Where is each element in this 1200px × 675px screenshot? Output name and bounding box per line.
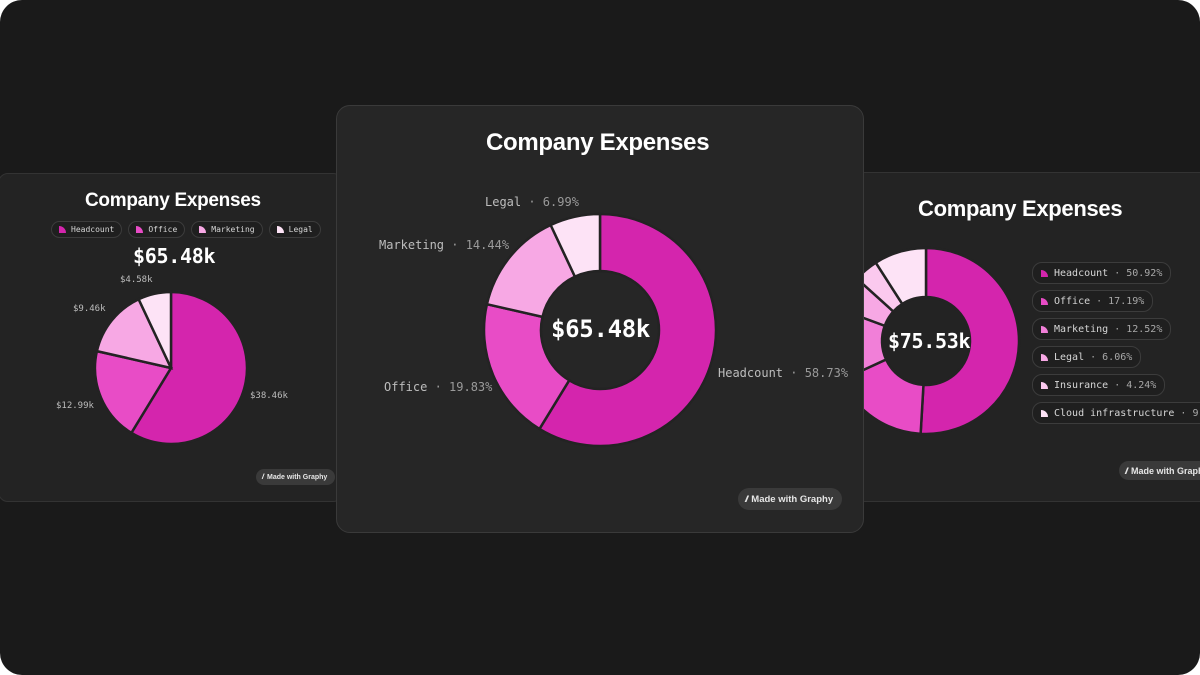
pie-chart-left <box>93 290 249 446</box>
made-with-graphy-badge-right[interactable]: // Made with Graphy <box>1119 461 1200 480</box>
legend-item-legal[interactable]: Legal · 6.06% <box>1032 346 1142 368</box>
made-with-graphy-badge-main[interactable]: // Made with Graphy <box>738 488 843 510</box>
legend-label: Headcount <box>1054 267 1109 279</box>
total-label-right: $75.53k <box>888 329 971 353</box>
legend-item-headcount[interactable]: Headcount · 50.92% <box>1032 262 1172 284</box>
main-slice-headcount[interactable] <box>537 212 718 448</box>
legend-value: · 17.19% <box>1096 295 1145 307</box>
total-label-main: $65.48k <box>551 315 651 343</box>
legend-label: Office <box>1054 295 1091 307</box>
data-label-office: $12.99k <box>56 401 94 411</box>
legend-chip-headcount[interactable]: Headcount <box>51 221 123 238</box>
data-label-name: Office <box>384 380 435 394</box>
data-label-legal: $4.58k <box>120 275 153 285</box>
badge-text: Made with Graphy <box>267 473 328 481</box>
legend-swatch-icon <box>1041 325 1048 333</box>
data-label-marketing: $9.46k <box>73 304 106 314</box>
legend-label: Legal <box>1054 351 1085 363</box>
legend-label: Cloud infrastructure <box>1054 407 1175 419</box>
data-label-legal: Legal · 6.99% <box>485 195 579 209</box>
legend-swatch-icon <box>276 226 284 233</box>
data-label-marketing: Marketing · 14.44% <box>379 238 509 252</box>
chart-title-right: Company Expenses <box>918 196 1123 221</box>
legend-swatch-icon <box>59 226 66 233</box>
right-slice-headcount[interactable] <box>919 246 1021 436</box>
left-slice-headcount[interactable] <box>129 290 249 446</box>
left-slice-office[interactable] <box>93 349 173 435</box>
legend-item-insurance[interactable]: Insurance · 4.24% <box>1032 374 1166 396</box>
legend-swatch-icon <box>136 226 144 233</box>
data-label-value: · 14.44% <box>451 238 510 252</box>
legend-value: · 4.24% <box>1114 379 1157 391</box>
made-with-graphy-badge-left[interactable]: // Made with Graphy <box>256 469 336 485</box>
badge-text: Made with Graphy <box>751 493 834 505</box>
legend-value: · 12.52% <box>1114 323 1163 335</box>
legend-swatch-icon <box>1041 381 1048 389</box>
legend-label: Office <box>148 225 178 234</box>
legend-label: Marketing <box>211 225 255 234</box>
main-slice-office[interactable] <box>482 302 571 431</box>
main-slice-legal[interactable] <box>549 212 602 279</box>
legend-swatch-icon <box>1041 297 1048 305</box>
data-label-name: Marketing <box>379 238 452 252</box>
data-label-name: Headcount <box>718 366 791 380</box>
badge-text: Made with Graphy <box>1131 465 1200 476</box>
legend-swatch-icon <box>1041 269 1048 277</box>
legend-label: Legal <box>288 225 313 234</box>
chart-title-left: Company Expenses <box>85 190 261 211</box>
chart-title-main: Company Expenses <box>486 129 710 156</box>
legend-label: Insurance <box>1054 379 1109 391</box>
legend-left: Headcount Office Marketing Legal <box>51 221 321 238</box>
legend-chip-marketing[interactable]: Marketing <box>191 221 263 238</box>
legend-swatch-icon <box>1041 353 1048 361</box>
data-label-value: · 19.83% <box>434 380 493 394</box>
legend-value: · 6.06% <box>1090 351 1133 363</box>
left-slice-marketing[interactable] <box>95 297 174 370</box>
legend-item-marketing[interactable]: Marketing · 12.52% <box>1032 318 1172 340</box>
left-slice-legal[interactable] <box>137 290 173 369</box>
legend-label: Headcount <box>71 225 115 234</box>
legend-value: · 9.0 <box>1180 407 1200 419</box>
legend-swatch-icon <box>199 226 207 233</box>
chart-card-main <box>336 105 864 533</box>
legend-item-office[interactable]: Office · 17.19% <box>1032 290 1154 312</box>
legend-item-cloud-infrastructure[interactable]: Cloud infrastructure · 9.0 <box>1032 402 1200 424</box>
data-label-office: Office · 19.83% <box>384 380 492 394</box>
total-label-left: $65.48k <box>133 244 216 268</box>
data-label-headcount: $38.46k <box>250 391 288 401</box>
legend-chip-office[interactable]: Office <box>128 221 186 238</box>
legend-value: · 50.92% <box>1114 267 1163 279</box>
data-label-value: · 6.99% <box>528 195 579 209</box>
data-label-headcount: Headcount · 58.73% <box>718 366 848 380</box>
legend-swatch-icon <box>1041 409 1048 417</box>
data-label-name: Legal <box>485 195 529 209</box>
legend-chip-legal[interactable]: Legal <box>268 221 321 238</box>
data-label-value: · 58.73% <box>790 366 849 380</box>
right-slice-cloud-infrastructure[interactable] <box>874 246 928 306</box>
graphy-logo-icon: // <box>745 493 749 505</box>
legend-label: Marketing <box>1054 323 1109 335</box>
